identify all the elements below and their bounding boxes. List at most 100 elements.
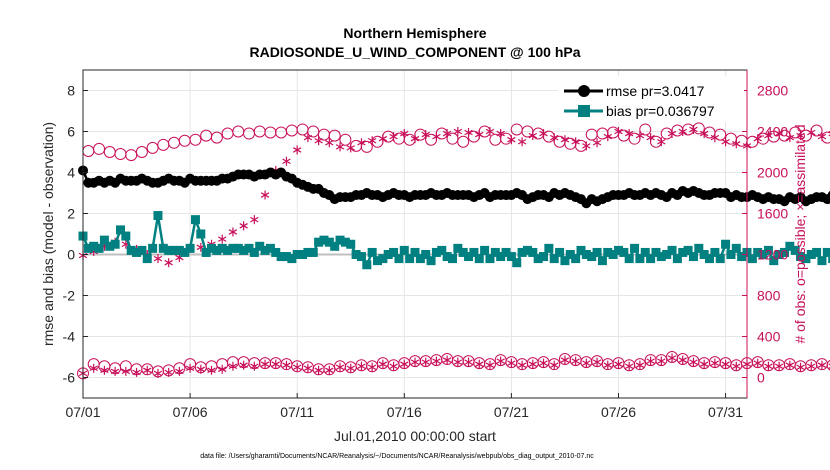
assimilated-obs-point (507, 135, 516, 145)
assimilated-obs-point (164, 258, 173, 268)
assimilated-obs-point (807, 361, 816, 371)
bias-point (180, 247, 190, 257)
bias-point (148, 243, 158, 253)
assimilated-obs-point (185, 363, 195, 373)
bias-point (367, 247, 377, 257)
x-tick-label: 07/21 (494, 404, 529, 420)
assimilated-obs-point (774, 361, 784, 371)
assimilated-obs-point (303, 133, 313, 143)
assimilated-obs-point (678, 127, 687, 136)
assimilated-obs-point (89, 363, 98, 373)
bias-point (501, 247, 511, 257)
bias-point (405, 254, 415, 264)
bias-point (431, 247, 441, 257)
assimilated-obs-point (485, 127, 495, 136)
bias-point (769, 256, 779, 266)
bias-point (399, 245, 409, 255)
assimilated-obs-point (100, 365, 109, 375)
bias-point (592, 247, 602, 257)
bias-point (394, 254, 404, 264)
bias-point (774, 250, 784, 259)
possible-obs-point (146, 141, 159, 154)
bias-point (731, 243, 741, 253)
assimilated-obs-point (753, 134, 762, 144)
bias-point (608, 250, 618, 259)
bias-point (688, 252, 698, 262)
possible-obs-point (189, 133, 202, 146)
bias-point (737, 252, 747, 262)
assimilated-obs-point (689, 357, 698, 367)
bias-point (485, 254, 495, 264)
bias-point (747, 254, 757, 264)
bias-point (779, 247, 789, 257)
possible-obs-point (93, 142, 106, 155)
axis-ticks: -6 -4 -2 0 2 4 6 8 07/01 07/06 07/11 07/16 07/21 07/2… (63, 83, 789, 421)
bias-point (464, 252, 474, 262)
bias-point (758, 250, 768, 259)
bias-point (244, 243, 254, 253)
y2-tick-label: 800 (757, 288, 781, 304)
assimilated-obs-point (260, 359, 270, 369)
assimilated-obs-point (132, 367, 141, 377)
assimilated-obs-point (335, 362, 345, 372)
bias-point (121, 231, 131, 241)
assimilated-obs-point (464, 128, 473, 138)
assimilated-obs-point (764, 361, 773, 371)
possible-obs-point (639, 123, 652, 136)
possible-obs-point (210, 131, 223, 144)
assimilated-obs-point (421, 130, 430, 140)
y-tick-label: 6 (67, 124, 75, 140)
bias-point (581, 250, 591, 259)
bias-point (785, 241, 795, 251)
bias-point (630, 243, 640, 253)
bias-point (298, 250, 308, 259)
assimilated-obs-point (400, 359, 409, 369)
assimilated-obs-point (560, 355, 570, 365)
assimilated-obs-point (753, 358, 762, 368)
bias-point (373, 256, 383, 266)
assimilated-obs-point (400, 129, 409, 139)
assimilated-obs-point (721, 137, 730, 147)
assimilated-obs-point (699, 359, 709, 369)
assimilated-obs-point (314, 365, 323, 375)
bias-point (115, 225, 125, 235)
possible-obs-point (826, 359, 830, 371)
assimilated-obs-point (689, 124, 698, 134)
assimilated-obs-point (110, 366, 120, 376)
assimilated-obs-point (250, 215, 259, 225)
bias-point (383, 250, 393, 259)
possible-obs-point (328, 129, 341, 142)
assimilated-obs-point (646, 356, 655, 366)
possible-obs-point (125, 149, 138, 162)
y-axis-label-left: rmse and bias (model - observation) (40, 122, 56, 346)
bias-point (512, 258, 522, 268)
assimilated-obs-point (528, 131, 538, 141)
assimilated-obs-point (260, 190, 270, 200)
assimilated-obs-point (250, 361, 259, 371)
bias-point (292, 250, 302, 259)
assimilated-obs-point (442, 129, 452, 139)
bias-point (678, 247, 688, 257)
possible-obs-point (457, 135, 470, 148)
assimilated-obs-point (239, 360, 248, 370)
bias-point (801, 254, 811, 264)
assimilated-obs-point (153, 368, 163, 378)
y2-tick-label: 2400 (757, 124, 788, 140)
assimilated-obs-point (732, 361, 741, 371)
assimilated-obs-point (164, 367, 173, 377)
possible-obs-point (135, 146, 148, 158)
assimilated-obs-point (721, 359, 730, 369)
bias-point (276, 252, 286, 262)
bias-point (544, 243, 554, 253)
bias-point (640, 247, 650, 257)
legend: rmse pr=3.0417 bias pr=0.036797 (558, 76, 744, 122)
possible-obs-point (307, 125, 320, 138)
x-tick-label: 07/26 (601, 404, 636, 420)
assimilated-obs-point (667, 129, 677, 139)
assimilated-obs-point (475, 359, 484, 369)
assimilated-obs-point (624, 361, 634, 371)
bias-point (340, 237, 350, 247)
assimilated-obs-point (539, 129, 548, 139)
y-tick-label: 8 (67, 83, 75, 99)
bias-point (217, 243, 227, 253)
